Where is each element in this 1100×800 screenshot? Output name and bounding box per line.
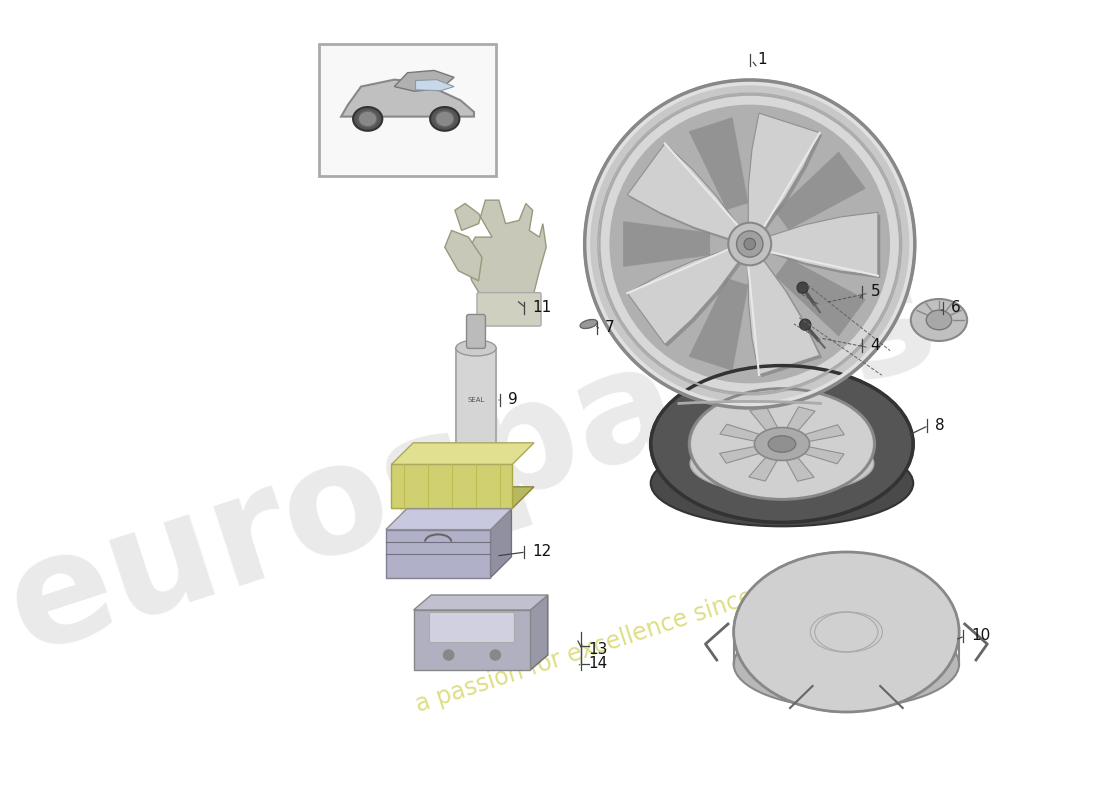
Polygon shape (341, 80, 474, 117)
Text: 9: 9 (508, 393, 518, 407)
Polygon shape (386, 509, 512, 530)
Ellipse shape (734, 552, 959, 712)
Ellipse shape (436, 111, 454, 127)
Polygon shape (750, 406, 780, 434)
Text: 13: 13 (588, 642, 608, 657)
Text: 6: 6 (952, 301, 960, 315)
Ellipse shape (651, 366, 913, 522)
Text: eurospares: eurospares (0, 244, 955, 684)
Circle shape (800, 319, 811, 330)
Polygon shape (455, 200, 547, 298)
Polygon shape (689, 118, 748, 210)
Polygon shape (414, 595, 548, 610)
Polygon shape (748, 260, 820, 375)
Text: 8: 8 (935, 418, 945, 433)
FancyBboxPatch shape (466, 314, 485, 349)
Ellipse shape (651, 440, 913, 526)
Polygon shape (798, 446, 844, 464)
FancyBboxPatch shape (319, 44, 496, 176)
Text: 7: 7 (605, 321, 615, 335)
Polygon shape (784, 407, 815, 434)
Text: 1: 1 (758, 53, 768, 67)
Circle shape (737, 231, 763, 257)
Polygon shape (629, 146, 740, 242)
Polygon shape (386, 530, 491, 578)
Polygon shape (776, 151, 866, 230)
Ellipse shape (455, 444, 496, 460)
Ellipse shape (690, 389, 873, 499)
Circle shape (490, 649, 502, 661)
Text: 11: 11 (532, 301, 551, 315)
Polygon shape (491, 509, 512, 578)
Ellipse shape (430, 107, 460, 130)
Polygon shape (392, 464, 513, 509)
Text: a passion for excellence since 1985: a passion for excellence since 1985 (412, 563, 822, 717)
Ellipse shape (455, 340, 496, 356)
Ellipse shape (911, 299, 967, 341)
Circle shape (744, 238, 756, 250)
FancyBboxPatch shape (477, 293, 541, 326)
Ellipse shape (734, 620, 959, 708)
Polygon shape (414, 610, 530, 670)
Polygon shape (629, 251, 740, 347)
Polygon shape (627, 143, 738, 239)
Polygon shape (455, 348, 496, 452)
Polygon shape (416, 80, 454, 90)
Polygon shape (719, 446, 766, 463)
Polygon shape (770, 212, 878, 276)
Polygon shape (748, 113, 820, 228)
FancyBboxPatch shape (429, 613, 515, 642)
Polygon shape (772, 214, 880, 278)
Polygon shape (392, 442, 534, 464)
Polygon shape (750, 115, 822, 230)
Polygon shape (776, 258, 866, 337)
Text: 4: 4 (870, 338, 880, 353)
Ellipse shape (926, 310, 952, 330)
Ellipse shape (690, 434, 873, 494)
Polygon shape (530, 595, 548, 670)
Circle shape (798, 282, 808, 294)
Text: 14: 14 (588, 657, 608, 671)
Polygon shape (444, 230, 482, 281)
Polygon shape (749, 454, 780, 481)
Ellipse shape (580, 319, 597, 329)
Polygon shape (392, 486, 534, 509)
Ellipse shape (359, 111, 377, 127)
Polygon shape (719, 424, 766, 442)
Polygon shape (799, 425, 845, 442)
Polygon shape (623, 221, 711, 267)
Ellipse shape (755, 427, 810, 461)
Ellipse shape (585, 80, 915, 408)
Text: 5: 5 (870, 285, 880, 299)
Polygon shape (394, 70, 454, 91)
Text: 12: 12 (532, 545, 551, 559)
Circle shape (728, 222, 771, 266)
Ellipse shape (598, 93, 902, 395)
Polygon shape (750, 262, 822, 378)
Ellipse shape (353, 107, 383, 130)
Ellipse shape (768, 436, 795, 452)
Text: SEAL: SEAL (468, 397, 485, 403)
Polygon shape (689, 278, 748, 370)
Circle shape (443, 649, 454, 661)
Ellipse shape (609, 105, 890, 383)
Polygon shape (784, 454, 814, 482)
Text: 10: 10 (971, 629, 990, 643)
Polygon shape (627, 249, 738, 345)
